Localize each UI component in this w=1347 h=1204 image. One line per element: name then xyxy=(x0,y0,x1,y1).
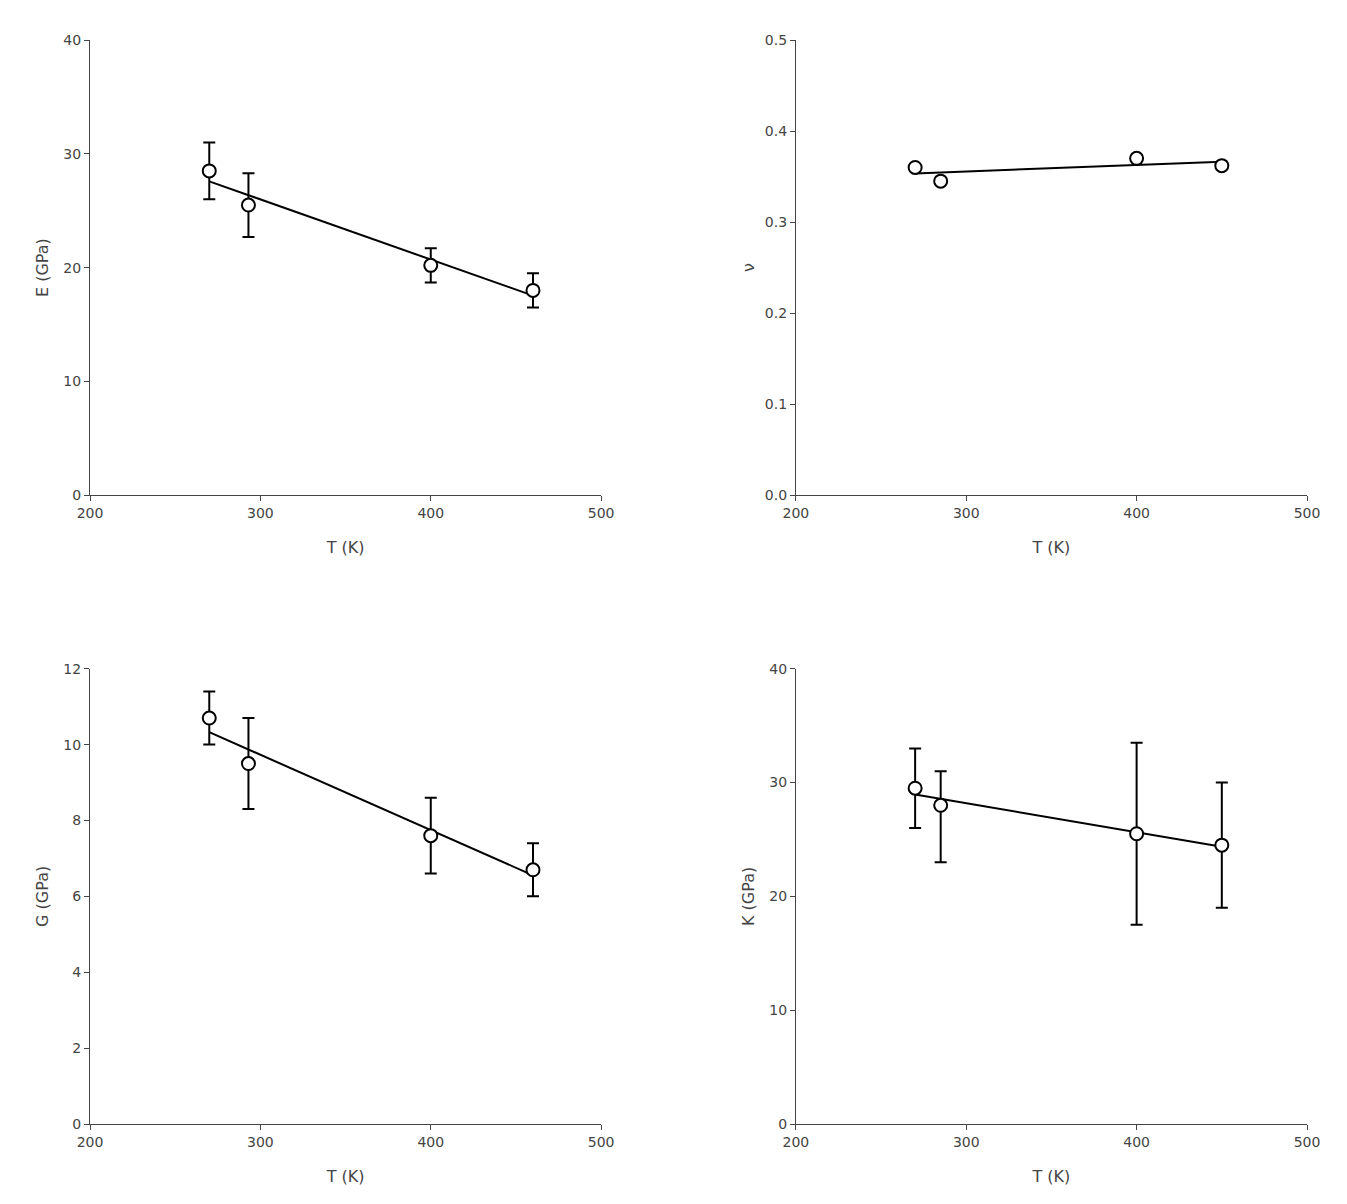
svg-text:300: 300 xyxy=(247,505,274,521)
svg-text:200: 200 xyxy=(77,505,104,521)
svg-text:0.5: 0.5 xyxy=(765,32,787,48)
svg-text:0.4: 0.4 xyxy=(765,123,787,139)
svg-text:T (K): T (K) xyxy=(1032,1167,1071,1186)
svg-text:30: 30 xyxy=(63,146,81,162)
svg-text:4: 4 xyxy=(72,964,81,980)
svg-text:6: 6 xyxy=(72,888,81,904)
svg-text:E (GPa): E (GPa) xyxy=(33,238,52,297)
svg-text:300: 300 xyxy=(953,505,980,521)
svg-text:40: 40 xyxy=(63,32,81,48)
svg-text:400: 400 xyxy=(1123,1134,1150,1150)
svg-text:0: 0 xyxy=(778,1116,787,1132)
svg-text:300: 300 xyxy=(247,1134,274,1150)
svg-text:200: 200 xyxy=(782,1134,809,1150)
svg-text:20: 20 xyxy=(63,260,81,276)
svg-text:20: 20 xyxy=(769,888,787,904)
svg-text:500: 500 xyxy=(588,1134,615,1150)
svg-text:G (GPa): G (GPa) xyxy=(33,866,52,927)
svg-text:10: 10 xyxy=(63,737,81,753)
svg-text:0.3: 0.3 xyxy=(765,214,787,230)
svg-text:400: 400 xyxy=(417,505,444,521)
svg-text:10: 10 xyxy=(769,1002,787,1018)
svg-text:500: 500 xyxy=(588,505,615,521)
svg-text:8: 8 xyxy=(72,812,81,828)
svg-text:T (K): T (K) xyxy=(1032,538,1071,557)
svg-text:12: 12 xyxy=(63,661,81,677)
svg-text:0.1: 0.1 xyxy=(765,396,787,412)
svg-text:0.0: 0.0 xyxy=(765,487,787,503)
svg-text:K (GPa): K (GPa) xyxy=(739,867,758,926)
svg-text:0.2: 0.2 xyxy=(765,305,787,321)
svg-text:400: 400 xyxy=(417,1134,444,1150)
svg-text:0: 0 xyxy=(72,487,81,503)
svg-text:40: 40 xyxy=(769,661,787,677)
svg-text:0: 0 xyxy=(72,1116,81,1132)
svg-text:400: 400 xyxy=(1123,505,1150,521)
svg-text:10: 10 xyxy=(63,373,81,389)
svg-text:500: 500 xyxy=(1294,505,1321,521)
svg-text:T (K): T (K) xyxy=(326,1167,365,1186)
svg-text:300: 300 xyxy=(953,1134,980,1150)
svg-text:T (K): T (K) xyxy=(326,538,365,557)
svg-text:200: 200 xyxy=(782,505,809,521)
svg-text:2: 2 xyxy=(72,1040,81,1056)
svg-text:500: 500 xyxy=(1294,1134,1321,1150)
svg-text:30: 30 xyxy=(769,774,787,790)
svg-text:200: 200 xyxy=(77,1134,104,1150)
svg-text:ν: ν xyxy=(739,263,758,272)
